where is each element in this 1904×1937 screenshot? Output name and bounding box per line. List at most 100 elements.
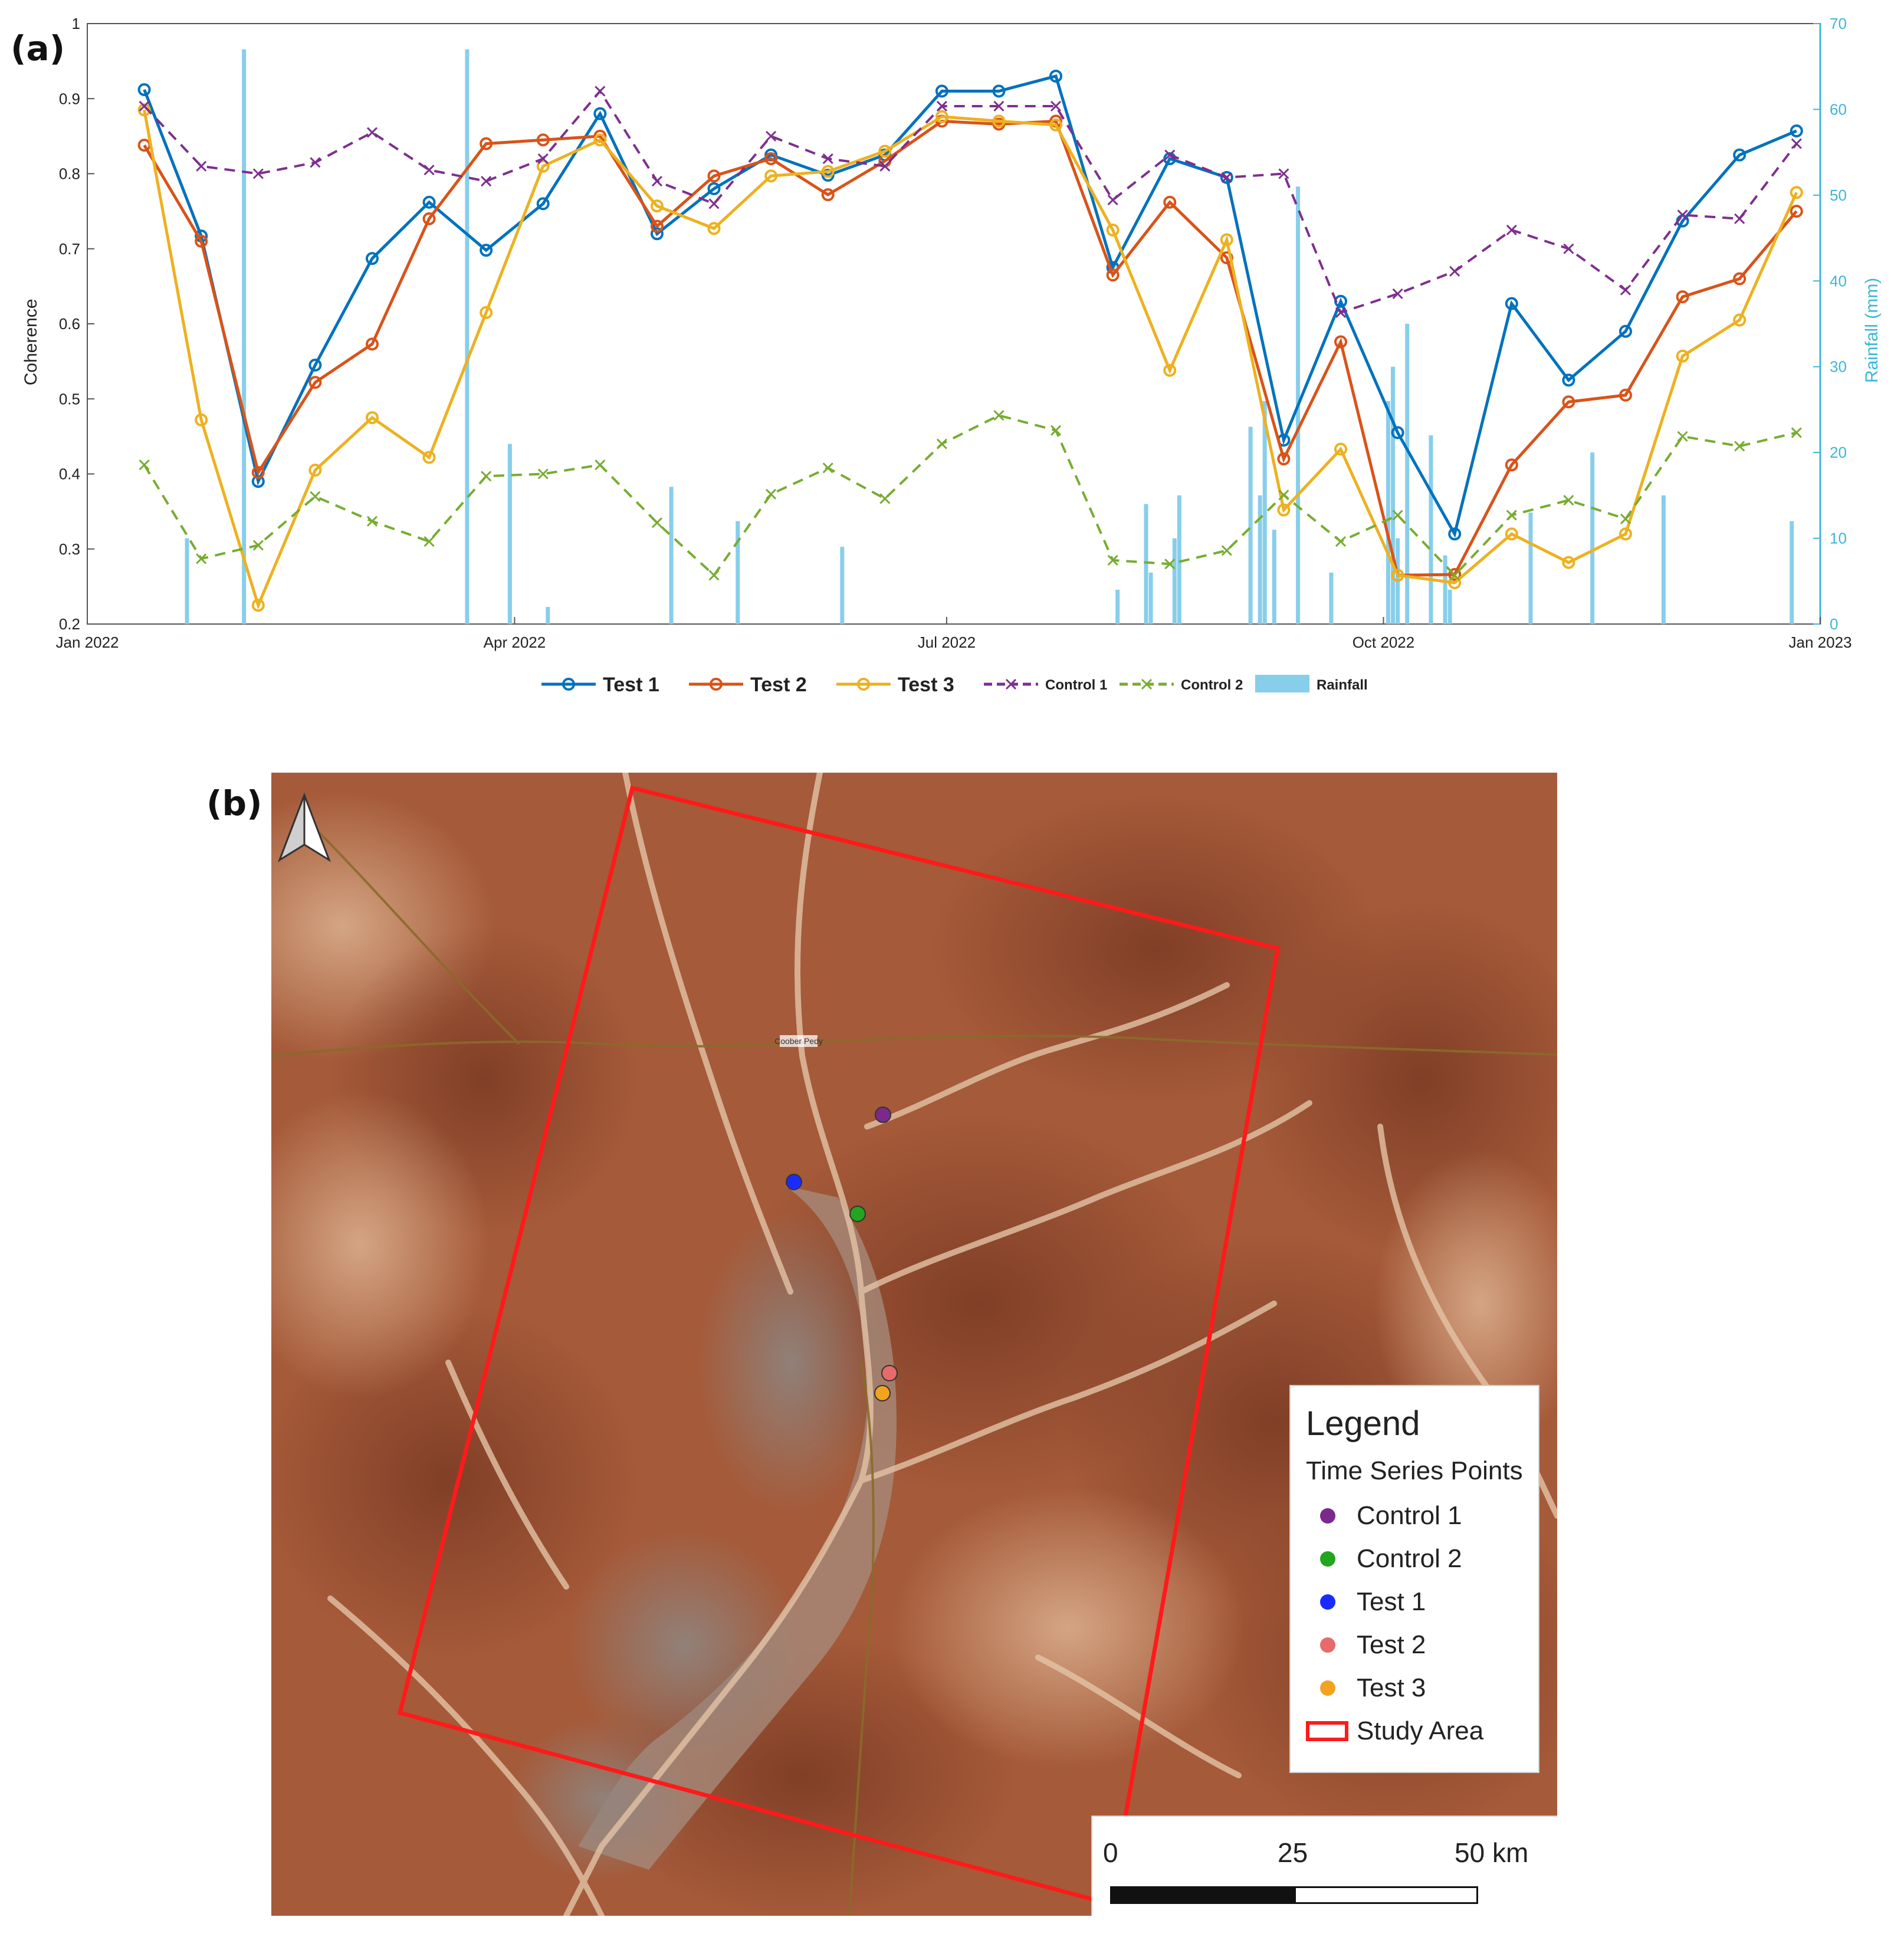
x-marker-stroke [766,488,777,500]
x-marker-stroke [766,130,777,142]
rainfall-bar [1262,400,1267,624]
rainfall-bar [546,606,550,624]
point-test-3 [536,159,550,173]
y-tick-label: 0.3 [59,540,80,558]
point-test-2 [881,1365,898,1381]
point-test-3 [365,411,379,425]
x-marker-stroke [595,86,606,97]
point-test-2 [1277,452,1291,466]
x-marker-stroke [1050,425,1062,436]
rainfall-bar [1144,504,1148,624]
x-marker-stroke [1506,510,1517,521]
point-test-1 [935,84,948,98]
point-test-1 [992,84,1006,98]
legend-item-test-1: Test 1 [1306,1580,1523,1623]
point-control-2 [424,536,435,547]
map-legend-title: Legend [1306,1404,1420,1443]
y-tick-label: 0.9 [59,90,80,107]
legend-swatch [1255,675,1309,692]
x-marker-stroke [310,157,321,168]
point-control-2 [1791,427,1802,438]
plot-area [87,23,1821,625]
point-control-2 [993,410,1004,421]
x-marker-stroke [1791,427,1802,438]
legend-label: Control 2 [1181,677,1243,693]
rainfall-bar [1447,589,1452,624]
point-control-1 [1734,213,1745,224]
point-test-3 [480,306,493,319]
point-control-2 [1506,510,1517,521]
legend-label: Test 3 [1357,1673,1426,1702]
x-marker-stroke [879,160,891,172]
x-marker-stroke [366,516,378,527]
point-control-1 [1221,172,1232,183]
point-control-2 [1392,510,1403,521]
point-control-1 [481,176,492,187]
point-control-2 [1335,536,1347,547]
x-marker-stroke [139,100,150,112]
legend-swatch [1320,1680,1335,1696]
point-test-3 [1676,349,1689,363]
point-test-3 [137,103,151,117]
y-tick-label: 0.2 [59,615,80,633]
x-marker-stroke [1107,554,1118,566]
x-marker-stroke [1164,149,1176,160]
point-test-2 [1562,395,1575,409]
rainfall-bar [1177,495,1181,624]
point-control-1 [537,153,549,165]
x-marker-stroke [1278,168,1289,179]
point-control-1 [595,86,606,97]
x-marker-stroke [822,153,833,165]
point-control-1 [651,176,662,187]
point-test-2 [821,188,835,202]
legend-label: Rainfall [1317,677,1368,693]
y2-tick-label: 60 [1830,100,1847,118]
x-marker-stroke [1221,172,1232,183]
x-marker-stroke [1791,138,1802,149]
x-marker-stroke [1278,490,1289,501]
point-control-2 [1449,570,1460,581]
x-marker-stroke [993,410,1004,421]
point-test-3 [1733,313,1747,327]
point-test-3 [1277,503,1291,517]
x-marker-stroke [1734,213,1745,224]
x-marker-stroke [936,100,947,112]
scale-bar-segment-black [1110,1886,1294,1904]
rainfall-bar [1528,512,1533,624]
legend-swatch [1320,1637,1335,1653]
point-test-3 [251,599,265,612]
point-test-3 [1391,569,1404,582]
map-legend: Legend Time Series Points Control 1 Cont… [1289,1385,1539,1773]
point-test-3 [1619,527,1632,541]
point-test-3 [764,169,778,183]
point-test-3 [1106,223,1120,237]
point-test-3 [1049,118,1063,132]
point-test-2 [650,219,664,233]
y2-tick-label: 0 [1830,615,1838,633]
x-marker-stroke [366,127,378,138]
x-marker-stroke [1449,265,1460,277]
rainfall-bar [1405,324,1410,624]
scale-label-25: 25 [1278,1837,1308,1868]
x-marker-stroke [1506,224,1517,235]
x-marker-stroke [139,459,150,471]
point-control-1 [139,100,150,112]
map-legend-subtitle: Time Series Points [1306,1456,1523,1485]
point-test-1 [422,195,436,209]
x-tick-label: Apr 2022 [484,633,546,651]
point-control-1 [1620,284,1631,296]
point-control-1 [366,127,378,138]
x-marker-stroke [1563,494,1574,506]
y2-tick-label: 70 [1830,15,1847,32]
point-control-1 [708,198,720,209]
y2-tick-label: 50 [1830,186,1847,204]
point-control-1 [1791,138,1802,149]
legend-label: Test 2 [750,674,807,696]
legend-item-test-2: Test 2 [1306,1623,1523,1666]
series-line-test-1 [143,74,1797,539]
rainfall-bar [1443,555,1447,624]
point-control-2 [708,570,720,581]
point-test-1 [1619,324,1632,338]
legend-label: Test 2 [1357,1630,1426,1659]
x-marker-stroke [822,462,833,474]
